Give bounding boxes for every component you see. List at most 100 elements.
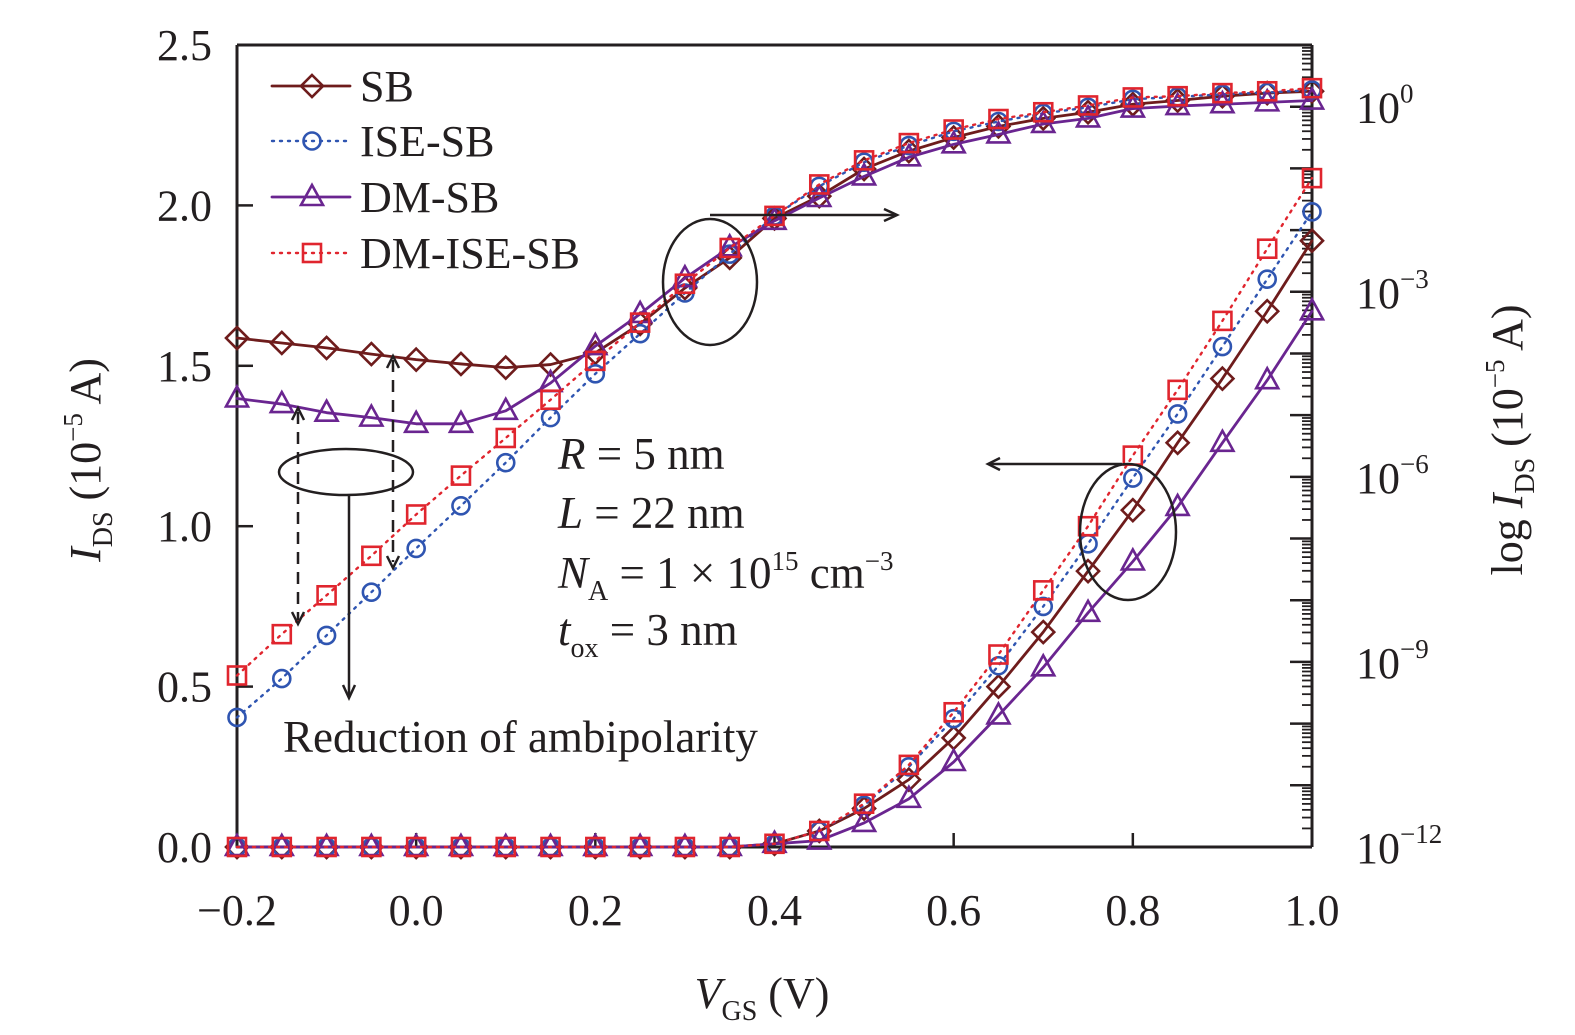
data-point-triangle [447, 409, 475, 434]
arrow-down-icon [290, 611, 306, 627]
data-point-square [450, 836, 472, 858]
y-right-tick-label: 10−9 [1356, 634, 1429, 688]
data-point-triangle [1030, 652, 1057, 677]
param-radius: R = 5 nm [557, 429, 725, 479]
series-line [235, 99, 1314, 426]
series-line [235, 176, 1314, 849]
data-point-triangle [895, 784, 923, 809]
param-doping-sub: A [588, 576, 609, 607]
data-point-square [898, 754, 920, 776]
data-point-square [450, 465, 472, 486]
data-point-square [1167, 379, 1188, 401]
ambipolarity-ellipse [277, 447, 415, 497]
data-point-square [629, 312, 651, 333]
data-point-square [1032, 101, 1054, 123]
log-group-arrowhead-icon [883, 207, 900, 223]
data-point-square [271, 836, 293, 858]
data-point-square [316, 584, 337, 606]
y-right-tick-exp: 0 [1400, 79, 1414, 109]
data-point-triangle [1298, 296, 1326, 321]
param-oxide-var: t [558, 605, 572, 655]
x-tick-label: 0.8 [1105, 886, 1160, 935]
data-point-diamond [1164, 429, 1191, 456]
data-point-circle [495, 452, 516, 473]
data-point-circle [630, 323, 650, 344]
linear-group-arrowhead-icon [985, 456, 1001, 472]
data-point-triangle [850, 161, 878, 186]
data-point-circle [1257, 269, 1278, 289]
data-point-square [719, 237, 741, 259]
data-point-square [361, 545, 382, 567]
y-left-axis-ticks: 0.0 0.5 1.0 1.5 2.0 2.5 [157, 21, 253, 872]
legend-item-dm-sb: DM-SB [270, 173, 499, 222]
param-doping-var: N [557, 548, 591, 598]
x-tick-label: 0.2 [568, 886, 623, 935]
data-point-triangle [1209, 428, 1236, 453]
x-axis-title-sub: GS [722, 996, 758, 1027]
data-point-triangle [1254, 365, 1281, 390]
y-left-tick-label: 0.5 [157, 663, 212, 712]
y-right-tick-base: 10 [1356, 269, 1400, 318]
param-doping-value: = 1 × 10 [608, 548, 771, 598]
data-point-square [988, 108, 1009, 130]
y-left-title-var: I [61, 545, 110, 563]
arrow-up-icon [290, 405, 306, 421]
data-point-square [361, 836, 382, 858]
data-point-diamond [896, 766, 922, 793]
legend-item-sb: SB [270, 62, 414, 111]
legend-label: ISE-SB [360, 117, 494, 166]
x-tick-label: 0.4 [747, 886, 802, 935]
y-left-tick-label: 1.5 [157, 342, 212, 391]
legend-marker-diamond-icon [299, 73, 325, 99]
param-length-var: L [557, 488, 583, 538]
data-point-triangle [1119, 546, 1147, 571]
series-line [235, 86, 1314, 677]
data-point-diamond [1075, 558, 1101, 584]
y-left-tick-label: 1.0 [157, 502, 212, 551]
data-point-square [943, 119, 964, 140]
param-oxide-sub: ox [571, 633, 599, 664]
data-point-square [226, 836, 248, 858]
series-dm-ise-sb-log [226, 77, 1323, 686]
data-point-square [495, 836, 517, 858]
data-point-diamond [403, 346, 430, 373]
legend-label: DM-SB [360, 173, 499, 222]
y-right-title-sub: DS [1510, 458, 1541, 494]
y-right-title-exp: −5 [1480, 359, 1510, 388]
param-length: L = 22 nm [557, 488, 745, 538]
data-point-triangle [268, 389, 295, 414]
data-point-square [226, 665, 248, 686]
series-line [235, 89, 1314, 370]
legend-item-dm-ise-sb: DM-ISE-SB [270, 229, 580, 278]
x-tick-label: 0.6 [926, 886, 981, 935]
data-point-diamond [1119, 497, 1146, 523]
data-point-triangle [671, 263, 699, 288]
data-point-triangle [940, 747, 967, 772]
data-point-circle [451, 496, 471, 516]
param-doping-unit-exp: −3 [865, 546, 894, 576]
param-oxide-value: = 3 nm [599, 605, 738, 655]
param-doping-exp: 15 [772, 546, 799, 576]
data-point-circle [271, 668, 292, 689]
data-point-triangle [1074, 598, 1102, 623]
param-doping: NA = 1 × 1015 cm−3 [557, 546, 893, 607]
param-radius-value: = 5 nm [586, 429, 725, 479]
y-right-tick-exp: −9 [1400, 634, 1429, 664]
data-point-square [808, 820, 830, 842]
data-point-square [1077, 95, 1099, 116]
y-right-tick-label: 100 [1356, 79, 1414, 133]
x-tick-label: 0.0 [389, 886, 444, 935]
data-point-diamond [985, 673, 1012, 700]
x-tick-label: −0.2 [197, 886, 277, 935]
y-left-title-unit-end: A) [61, 358, 110, 413]
data-point-circle [406, 538, 426, 559]
data-point-square [853, 793, 875, 814]
y-right-tick-base: 10 [1356, 84, 1400, 133]
y-right-title-var: I [1483, 491, 1532, 509]
legend-marker-circle-icon [302, 131, 322, 151]
param-oxide: tox = 3 nm [558, 605, 738, 664]
data-point-circle [1123, 468, 1143, 488]
y-left-title-exp: −5 [58, 413, 88, 442]
y-left-title-unit: (10 [61, 442, 110, 512]
y-right-tick-exp: −3 [1400, 264, 1429, 294]
